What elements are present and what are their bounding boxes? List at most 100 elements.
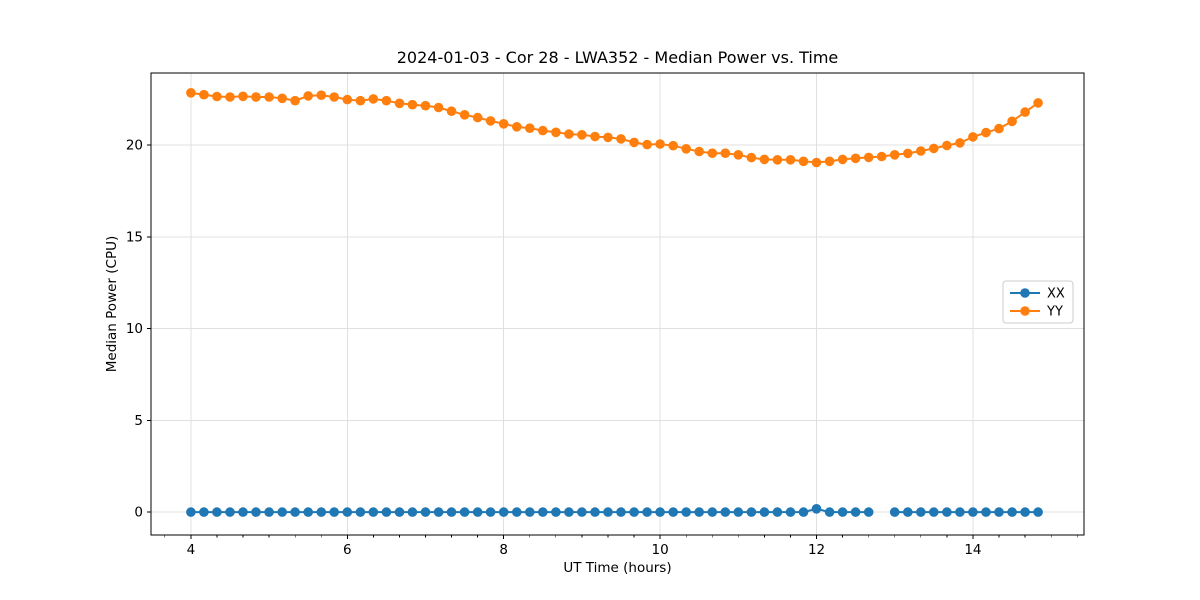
series-xx-marker bbox=[733, 507, 744, 517]
series-yy-marker bbox=[277, 93, 288, 104]
series-yy-marker bbox=[485, 116, 496, 126]
series-yy-marker bbox=[355, 95, 366, 106]
series-yy-marker bbox=[642, 139, 652, 150]
series-xx-marker bbox=[824, 507, 835, 517]
series-xx-marker bbox=[590, 507, 600, 517]
legend-yy-label: YY bbox=[1046, 305, 1063, 320]
series-yy-marker bbox=[746, 152, 757, 163]
series-yy-marker bbox=[590, 131, 600, 142]
series-yy-marker bbox=[329, 92, 340, 102]
series-yy-marker bbox=[538, 125, 548, 136]
series-yy-marker bbox=[186, 88, 196, 98]
series-xx-marker bbox=[277, 507, 288, 517]
series-yy-marker bbox=[655, 139, 665, 149]
series-yy-marker bbox=[472, 112, 483, 123]
series-xx-marker bbox=[707, 507, 718, 517]
series-yy-marker bbox=[955, 138, 965, 148]
series-xx-marker bbox=[968, 507, 978, 517]
series-xx-marker bbox=[564, 507, 574, 517]
series-xx-marker bbox=[538, 507, 548, 517]
series-yy-marker bbox=[459, 110, 470, 120]
series-yy-marker bbox=[420, 100, 431, 111]
series-yy-marker bbox=[525, 123, 535, 133]
series-xx-marker bbox=[889, 507, 900, 517]
series-xx-marker bbox=[199, 507, 209, 517]
series-xx-marker bbox=[316, 507, 327, 517]
x-tick-label: 4 bbox=[187, 542, 196, 558]
series-xx-marker bbox=[264, 507, 274, 517]
series-xx-marker bbox=[186, 507, 196, 517]
series-yy-marker bbox=[551, 127, 561, 138]
series-xx-marker bbox=[746, 507, 757, 517]
series-yy-marker bbox=[498, 119, 509, 129]
legend-xx-label: XX bbox=[1047, 287, 1065, 302]
y-tick-label: 15 bbox=[126, 229, 143, 245]
x-tick-label: 8 bbox=[499, 542, 508, 558]
series-yy-marker bbox=[225, 92, 235, 102]
series-xx-marker bbox=[407, 507, 418, 517]
y-tick-label: 20 bbox=[126, 138, 143, 154]
series-xx-marker bbox=[420, 507, 431, 517]
series-xx-marker bbox=[916, 507, 926, 517]
series-xx-marker bbox=[863, 507, 874, 517]
series-xx-marker bbox=[238, 507, 248, 517]
series-yy-marker bbox=[603, 132, 613, 143]
series-xx-marker bbox=[955, 507, 965, 517]
series-xx-marker bbox=[446, 507, 457, 517]
series-xx-marker bbox=[290, 507, 300, 517]
series-xx-marker bbox=[798, 507, 809, 517]
series-yy-marker bbox=[394, 98, 405, 109]
series-xx-marker bbox=[785, 507, 796, 517]
series-yy-marker bbox=[212, 91, 222, 102]
series-xx-marker bbox=[525, 507, 535, 517]
series-yy-marker bbox=[290, 95, 300, 106]
series-xx-marker bbox=[1020, 507, 1030, 517]
series-yy-marker bbox=[889, 150, 900, 160]
series-yy-marker bbox=[1020, 107, 1030, 117]
series-yy-marker bbox=[564, 129, 574, 139]
series-yy-marker bbox=[433, 102, 444, 113]
y-tick-label: 0 bbox=[134, 505, 143, 521]
series-yy-marker bbox=[512, 122, 522, 132]
series-xx-marker bbox=[629, 507, 639, 517]
y-axis-label: Median Power (CPU) bbox=[104, 235, 120, 373]
series-xx-marker bbox=[355, 507, 366, 517]
series-yy-marker bbox=[720, 148, 731, 158]
legend: XX YY bbox=[1002, 280, 1074, 324]
series-yy-marker bbox=[942, 140, 952, 151]
series-yy-marker bbox=[199, 89, 209, 100]
series-yy-marker bbox=[251, 92, 261, 102]
series-xx-marker bbox=[994, 507, 1004, 517]
series-xx-marker bbox=[759, 507, 770, 517]
series-xx-marker bbox=[903, 507, 913, 517]
series-yy-marker bbox=[837, 154, 848, 165]
series-xx-marker bbox=[433, 507, 444, 517]
series-yy-marker bbox=[368, 94, 379, 104]
series-yy-marker bbox=[811, 157, 822, 168]
series-yy-marker bbox=[916, 146, 926, 156]
series-yy-marker bbox=[759, 154, 770, 165]
series-yy-marker bbox=[1007, 116, 1017, 127]
y-tick-label: 5 bbox=[134, 413, 143, 429]
series-yy-marker bbox=[694, 146, 704, 157]
series-yy-marker bbox=[668, 140, 678, 151]
series-xx-marker bbox=[850, 507, 861, 517]
series-xx-marker bbox=[303, 507, 314, 517]
series-xx-marker bbox=[981, 507, 991, 517]
series-xx-marker bbox=[212, 507, 222, 517]
series-yy-marker bbox=[876, 151, 887, 162]
series-xx-marker bbox=[811, 504, 822, 514]
series-xx-marker bbox=[472, 507, 483, 517]
series-xx-marker bbox=[642, 507, 652, 517]
series-xx-marker bbox=[942, 507, 952, 517]
series-yy-marker bbox=[264, 92, 274, 102]
series-yy-marker bbox=[863, 152, 874, 163]
series-yy-marker bbox=[929, 143, 939, 154]
series-yy-marker bbox=[616, 134, 626, 144]
series-xx-marker bbox=[655, 507, 665, 517]
plot-border bbox=[150, 72, 1085, 536]
series-xx-marker bbox=[1007, 507, 1017, 517]
series-xx-marker bbox=[512, 507, 522, 517]
series-xx-marker bbox=[551, 507, 561, 517]
